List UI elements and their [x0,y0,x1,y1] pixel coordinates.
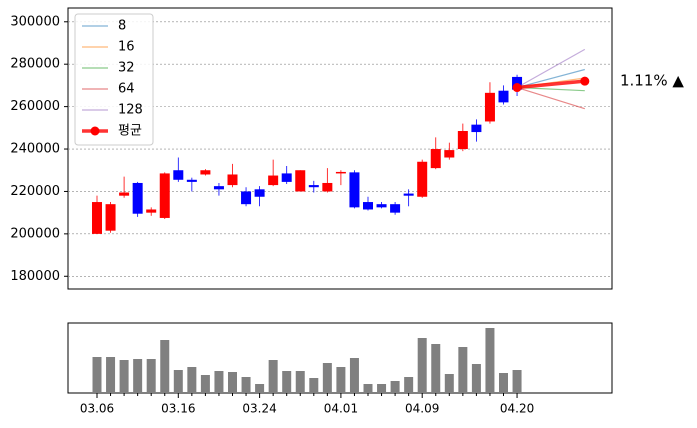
x-tick-label: 04.20 [500,402,534,416]
volume-bar [187,367,197,393]
candle-body [227,174,238,186]
volume-plot: 03.06 03.16 03.24 04.01 04.09 04.20 [80,328,534,416]
volume-bar [512,370,522,393]
annotation: 1.11% ▲ [620,72,684,90]
main-plot: 180000 200000 220000 240000 260000 280000 3000… [10,14,612,284]
candle-body [281,173,292,182]
legend-label: 16 [118,40,135,55]
x-tick-label: 03.24 [242,402,276,416]
candle-body [390,204,401,213]
candle-body [308,185,319,188]
average-forecast-line [516,79,585,90]
candle-body [295,170,306,192]
forecast-point [580,76,590,86]
candle-body [335,171,346,174]
volume-bar [444,374,454,393]
legend-label: 64 [118,82,135,97]
candle-body [376,204,387,208]
y-tick-label: 280000 [10,57,60,72]
volume-bar [390,381,400,393]
y-tick-label: 240000 [10,142,60,157]
y-tick-label: 200000 [10,226,60,241]
x-tick-label: 04.01 [324,402,358,416]
volume-bar [404,377,414,393]
volume-bar [92,357,102,393]
volume-bar [146,359,156,393]
y-tick-label: 180000 [10,269,60,284]
y-tick-label: 260000 [10,99,60,114]
candle-body [403,193,414,196]
y-tick-label: 220000 [10,184,60,199]
volume-bar [485,328,495,393]
candle-body [200,170,211,175]
candle-body [349,172,360,208]
candle-body [92,202,102,234]
volume-bar [160,340,170,393]
candle-body [119,192,130,196]
candle-body [105,204,116,231]
legend-label: 32 [118,61,135,76]
candle-body [444,150,455,158]
forecast-line [516,68,585,89]
volume-bar [228,372,237,393]
candle-body [159,173,170,218]
volume-bar [268,360,278,393]
volume-bar [336,367,346,393]
forecast-point [512,83,522,93]
x-tick-label: 03.06 [80,402,114,416]
candle-body [363,202,373,210]
volume-bar [377,384,387,393]
candle-body [241,191,252,205]
candle-body [132,182,143,214]
volume-bar [119,360,129,393]
volume-bar [106,357,116,393]
candle-body [254,189,265,197]
volume-bar [309,378,319,393]
volume-bar [363,384,373,393]
x-tick-label: 04.09 [405,402,439,416]
volume-bar [200,375,210,393]
candle-body [417,161,428,197]
volume-bar [173,370,183,393]
legend-label: 8 [118,19,126,34]
volume-bar [499,373,508,393]
volume-bar [458,347,468,393]
legend-marker [90,126,100,136]
candle-body [268,175,279,186]
main-plot-frame [67,7,613,290]
volume-bar [133,359,143,393]
candle-body [146,209,157,213]
candle-body [484,92,495,122]
volume-bar [241,377,251,393]
candle-body [471,124,482,133]
volume-bar [431,344,441,393]
candle-body [457,131,468,150]
candle-body [173,170,184,180]
x-tick-label: 03.16 [161,402,195,416]
candle-body [213,186,224,190]
candle-body [186,179,197,182]
volume-bar [214,371,224,393]
candle-body [430,149,441,169]
volume-bar [349,358,359,393]
forecast-line [516,48,586,89]
legend: 8 16 32 64 128 평균 [82,19,143,139]
volume-bar [417,338,427,393]
volume-bar [255,384,265,393]
volume-bar [471,364,481,393]
candle-body [498,90,509,103]
volume-bar [282,371,292,393]
volume-bar [322,363,332,393]
y-tick-label: 300000 [10,14,60,29]
legend-label: 평균 [118,124,142,139]
forecast-line [516,86,585,110]
volume-bar [295,371,305,393]
legend-label: 128 [118,103,143,118]
candle-body [322,182,333,192]
